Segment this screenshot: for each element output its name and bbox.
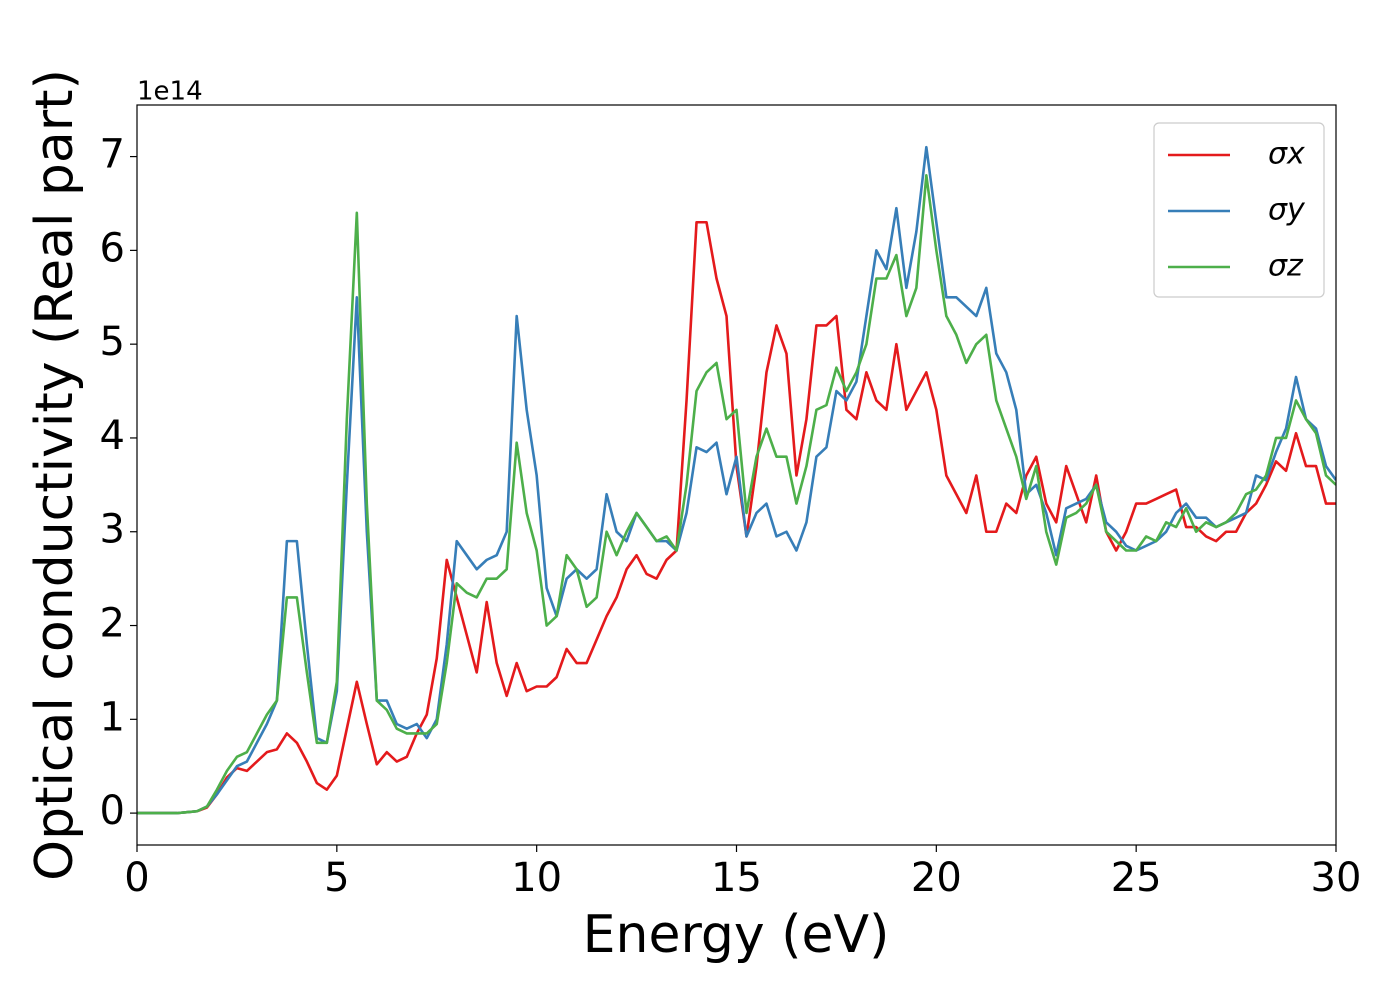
y-tick-label: 4: [100, 413, 125, 459]
y-tick-label: 2: [100, 601, 125, 647]
plot-frame: [136, 104, 1337, 846]
x-tick-label: 20: [911, 855, 962, 901]
y-tick-label: 6: [100, 225, 125, 271]
series-line: [137, 220, 1336, 815]
x-tick-label: 5: [324, 855, 349, 901]
y-tick-label: 0: [100, 788, 125, 834]
x-tick-label: 10: [511, 855, 562, 901]
x-tick-label: 30: [1311, 855, 1362, 901]
y-tick-label: 3: [100, 507, 125, 553]
y-tick-label: 5: [100, 319, 125, 365]
y-offset-label: 1e14: [137, 77, 203, 107]
legend-box: [1153, 122, 1325, 298]
y-axis-label: Optical conductivity (Real part): [25, 69, 85, 881]
legend-label: σz: [1268, 249, 1304, 284]
series-line: [137, 174, 1336, 815]
x-tick-label: 25: [1111, 855, 1162, 901]
legend-label: σx: [1268, 137, 1305, 172]
x-tick-label: 15: [711, 855, 762, 901]
y-tick-label: 7: [100, 132, 125, 178]
x-tick-label: 0: [124, 855, 149, 901]
y-tick-label: 1: [100, 694, 125, 740]
x-axis-label: Energy (eV): [583, 905, 890, 965]
legend-label: σy: [1268, 193, 1306, 228]
